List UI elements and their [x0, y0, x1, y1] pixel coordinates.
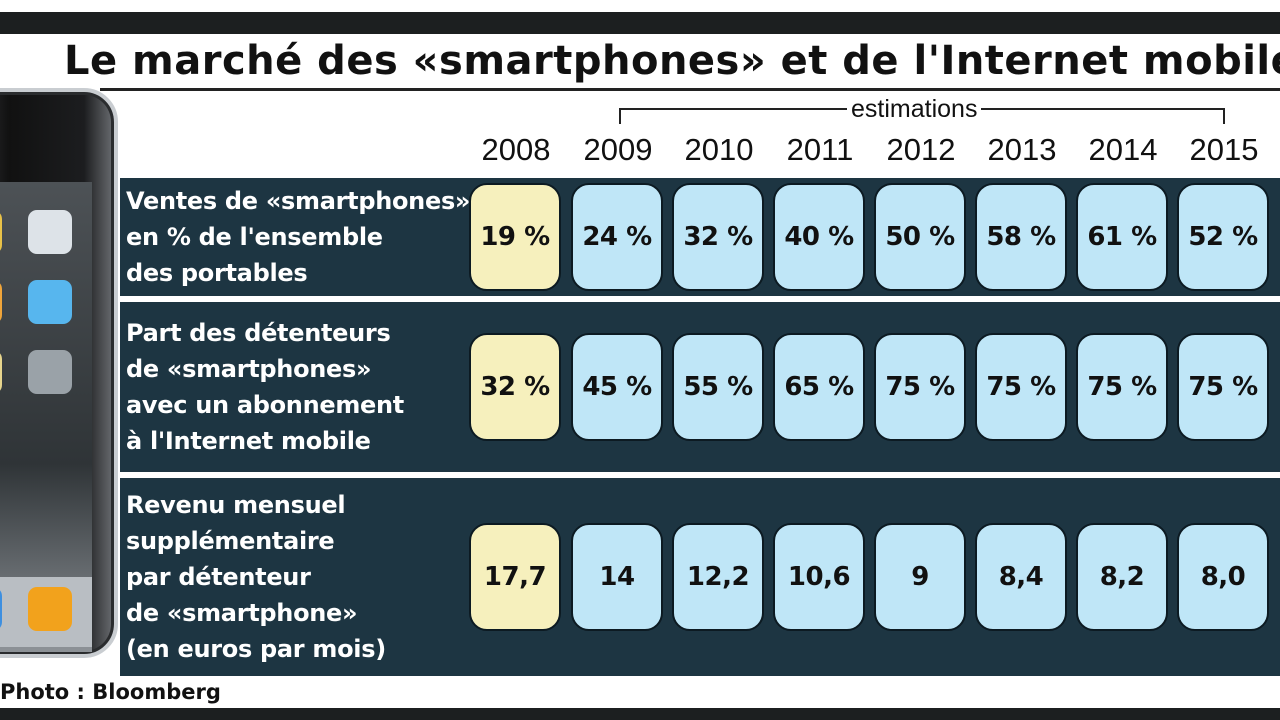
year-header: 2010: [684, 132, 754, 167]
row-label-line: Revenu mensuel: [126, 491, 346, 519]
value-cell: 19 %: [469, 183, 561, 291]
value-cell: 14: [571, 523, 663, 631]
value-cell: 55 %: [672, 333, 764, 441]
table-row: Revenu mensuel supplémentaire par détenteu…: [120, 478, 1280, 676]
value-cell: 52 %: [1177, 183, 1269, 291]
row-label-line: supplémentaire: [126, 527, 335, 555]
value-cell: 75 %: [1076, 333, 1168, 441]
year-header: 2008: [481, 132, 551, 167]
value-cell: 32 %: [672, 183, 764, 291]
value-cell: 17,7: [469, 523, 561, 631]
smartphone-illustration: [0, 88, 118, 658]
row-label: Revenu mensuel supplémentaire par détenteu…: [126, 487, 471, 667]
app-icon: [0, 587, 2, 631]
year-header: 2013: [987, 132, 1057, 167]
app-icon: [0, 350, 2, 394]
phone-dock: [0, 577, 92, 647]
row-label-line: par détenteur: [126, 563, 311, 591]
weather-icon: [28, 280, 72, 324]
top-bar: [0, 12, 1280, 34]
value-cell: 9: [874, 523, 966, 631]
value-cell: 61 %: [1076, 183, 1168, 291]
phone-screen: [0, 182, 92, 652]
value-cell: 8,4: [975, 523, 1067, 631]
value-cell: 24 %: [571, 183, 663, 291]
year-header: 2012: [886, 132, 956, 167]
row-label-line: Part des détenteurs: [126, 319, 391, 347]
value-cell: 75 %: [975, 333, 1067, 441]
estimations-bracket-left: [619, 108, 621, 124]
photo-credit: Photo : Bloomberg: [0, 680, 221, 704]
ipod-icon: [28, 587, 72, 631]
row-label-line: de «smartphone»: [126, 599, 358, 627]
table-row: Ventes de «smartphones» en % de l'ensembl…: [120, 178, 1280, 296]
row-label: Part des détenteurs de «smartphones» avec …: [126, 315, 471, 459]
estimations-bracket-right: [1223, 108, 1225, 124]
value-cell: 50 %: [874, 183, 966, 291]
bottom-bar: [0, 708, 1280, 720]
year-header: 2015: [1189, 132, 1259, 167]
row-label-line: avec un abonnement: [126, 391, 404, 419]
app-icon: [0, 210, 2, 254]
row-label-line: des portables: [126, 259, 308, 287]
row-label-line: en % de l'ensemble: [126, 223, 383, 251]
value-cell: 32 %: [469, 333, 561, 441]
chart-title: Le marché des «smartphones» et de l'Inte…: [64, 38, 1280, 84]
title-underline: [100, 88, 1280, 91]
row-label-line: à l'Internet mobile: [126, 427, 371, 455]
year-header: 2014: [1088, 132, 1158, 167]
year-header: 2011: [786, 132, 854, 167]
estimations-label: estimations: [847, 95, 982, 124]
value-cell: 8,0: [1177, 523, 1269, 631]
value-cell: 40 %: [773, 183, 865, 291]
value-cell: 75 %: [874, 333, 966, 441]
table-row: Part des détenteurs de «smartphones» avec …: [120, 302, 1280, 472]
camera-icon: [28, 210, 72, 254]
settings-icon: [28, 350, 72, 394]
row-label-line: de «smartphones»: [126, 355, 372, 383]
value-cell: 10,6: [773, 523, 865, 631]
value-cell: 58 %: [975, 183, 1067, 291]
value-cell: 65 %: [773, 333, 865, 441]
row-label: Ventes de «smartphones» en % de l'ensembl…: [126, 183, 471, 291]
value-cell: 75 %: [1177, 333, 1269, 441]
value-cell: 12,2: [672, 523, 764, 631]
value-cell: 8,2: [1076, 523, 1168, 631]
year-header: 2009: [583, 132, 653, 167]
value-cell: 45 %: [571, 333, 663, 441]
app-icon: [0, 280, 2, 324]
row-label-line: Ventes de «smartphones»: [126, 187, 471, 215]
row-label-line: (en euros par mois): [126, 635, 386, 663]
